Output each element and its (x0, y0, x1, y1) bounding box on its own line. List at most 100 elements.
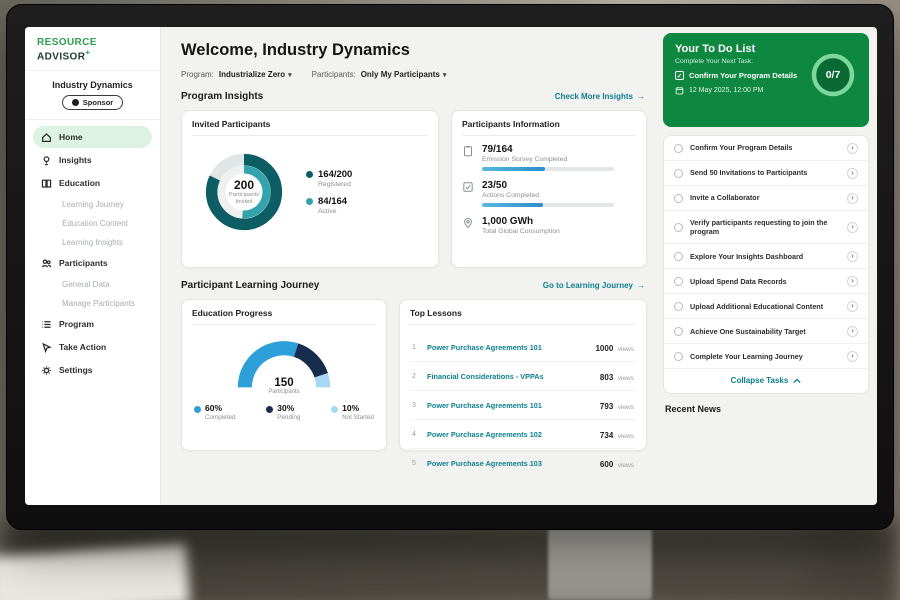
todo-progress-value: 0/7 (825, 69, 841, 81)
task-checkbox[interactable] (674, 251, 683, 261)
chevron-down-icon: ▾ (288, 71, 292, 79)
education-progress-card: Education Progress 150 Participants 60% (181, 299, 387, 451)
participants-icon (41, 259, 52, 268)
lesson-link[interactable]: Power Purchase Agreements 101 (427, 400, 542, 410)
survey-icon (464, 146, 472, 157)
participants-information-card: Participants Information 79/164 Emission… (451, 110, 647, 268)
card-title: Top Lessons (410, 308, 636, 325)
collapse-tasks-button[interactable]: Collapse Tasks (664, 369, 868, 393)
todo-progress-ring: 0/7 (807, 49, 859, 101)
legend-label: Completed (205, 414, 236, 421)
sidebar-item-label: Home (59, 132, 83, 143)
lesson-views-suffix: views (617, 462, 634, 469)
sidebar-item-insights[interactable]: Insights (33, 149, 152, 171)
task-checkbox[interactable] (674, 193, 683, 203)
invited-participants-card: Invited Participants 200 (181, 110, 439, 268)
check-glyph: ✓ (676, 72, 683, 80)
task-row-complete-learning-journey[interactable]: Complete Your Learning Journey › (664, 344, 868, 370)
gauge-legend: 60% Completed 30% Pending 10% Not Starte… (192, 403, 376, 421)
sidebar-item-settings[interactable]: Settings (33, 359, 152, 381)
lesson-views: 600 (599, 460, 614, 469)
sidebar-item-take-action[interactable]: Take Action (33, 336, 152, 358)
task-row-explore-insights[interactable]: Explore Your Insights Dashboard › (664, 244, 868, 270)
logo-secondary: ADVISOR (37, 51, 86, 63)
todo-title: Your To Do List (675, 43, 756, 55)
legend-label: Registered (318, 181, 351, 188)
sidebar-item-education-content[interactable]: Education Content (33, 214, 152, 232)
lesson-views: 1000 (595, 344, 614, 353)
lesson-rank: 2 (412, 372, 416, 380)
go-to-learning-journey-link[interactable]: Go to Learning Journey → (543, 281, 645, 290)
sponsor-badge[interactable]: Sponsor (61, 95, 124, 111)
progress-bar-fill (482, 167, 546, 171)
task-label: Achieve One Sustainability Target (690, 326, 806, 336)
program-icon (42, 320, 51, 328)
chevron-glyph: › (851, 300, 854, 310)
lesson-views-suffix: views (617, 375, 634, 382)
chevron-right-icon[interactable]: › (847, 325, 858, 337)
chevron-right-icon[interactable]: › (847, 275, 858, 287)
donut-center-label: Participants Invited (228, 191, 260, 205)
sidebar-item-learning-insights[interactable]: Learning Insights (33, 233, 152, 251)
task-row-verify-participants[interactable]: Verify participants requesting to join t… (664, 211, 868, 245)
task-checkbox[interactable] (674, 326, 683, 336)
sidebar-item-label: General Data (62, 279, 110, 289)
sidebar-item-manage-participants[interactable]: Manage Participants (33, 294, 152, 312)
participants-select[interactable]: Only My Participants ▾ (361, 70, 447, 79)
chevron-right-icon[interactable]: › (847, 167, 858, 179)
lesson-views-suffix: views (617, 404, 634, 411)
progress-bar (482, 203, 614, 207)
lesson-link[interactable]: Financial Considerations - VPPAs (427, 371, 544, 381)
program-filter-label: Program: (181, 70, 214, 79)
task-checkbox[interactable] (674, 168, 683, 178)
sidebar-item-education[interactable]: Education (33, 172, 152, 194)
program-select[interactable]: Industrialize Zero ▾ (219, 70, 292, 79)
monitor-bezel: RESOURCE ADVISOR+ Industry Dynamics Spon… (6, 4, 894, 530)
section-title: Program Insights (181, 91, 264, 102)
chevron-right-icon[interactable]: › (847, 192, 858, 204)
sidebar-item-home[interactable]: Home (33, 126, 152, 149)
stat-value: 23/50 (482, 180, 508, 191)
chevron-right-icon[interactable]: › (847, 300, 858, 312)
legend-value: 60% (205, 403, 223, 413)
lesson-link[interactable]: Power Purchase Agreements 103 (427, 458, 542, 468)
sidebar-item-learning-journey[interactable]: Learning Journey (33, 195, 152, 213)
lesson-link[interactable]: Power Purchase Agreements 101 (427, 342, 542, 352)
lesson-row: 3 Power Purchase Agreements 101 793 view… (410, 391, 636, 420)
checkbox-icon[interactable]: ✓ (675, 71, 684, 80)
task-checkbox[interactable] (674, 301, 683, 311)
task-checkbox[interactable] (674, 276, 683, 286)
sidebar-item-program[interactable]: Program (33, 313, 152, 335)
task-checkbox[interactable] (674, 351, 683, 361)
task-checkbox[interactable] (674, 222, 683, 232)
chevron-right-icon[interactable]: › (847, 250, 858, 262)
task-row-upload-educational-content[interactable]: Upload Additional Educational Content › (664, 294, 868, 320)
task-label: Complete Your Learning Journey (690, 351, 803, 361)
recent-news-title: Recent News (665, 404, 722, 415)
program-insights-header: Program Insights Check More Insights → (181, 91, 645, 102)
todo-next-task[interactable]: ✓ Confirm Your Program Details (675, 71, 815, 80)
chevron-right-icon[interactable]: › (847, 350, 858, 362)
task-row-confirm-program[interactable]: Confirm Your Program Details › (664, 136, 868, 161)
task-checkbox[interactable] (674, 143, 683, 153)
task-row-send-invitations[interactable]: Send 50 Invitations to Participants › (664, 161, 868, 186)
lesson-link[interactable]: Power Purchase Agreements 102 (427, 429, 542, 439)
chevron-right-icon[interactable]: › (847, 142, 858, 154)
check-more-insights-link[interactable]: Check More Insights → (555, 92, 645, 101)
lesson-views-suffix: views (617, 346, 634, 353)
task-row-achieve-target[interactable]: Achieve One Sustainability Target › (664, 319, 868, 345)
sidebar-item-participants[interactable]: Participants (33, 252, 152, 274)
chevron-glyph: › (851, 167, 854, 177)
logo-plus: + (85, 48, 91, 57)
donut-center: 200 Participants Invited (196, 144, 292, 240)
task-label: Verify participants requesting to join t… (690, 217, 828, 237)
lesson-row: 5 Power Purchase Agreements 103 600 view… (410, 449, 636, 477)
task-row-invite-collaborator[interactable]: Invite a Collaborator › (664, 186, 868, 211)
task-row-upload-spend-data[interactable]: Upload Spend Data Records › (664, 269, 868, 295)
sidebar-item-general-data[interactable]: General Data (33, 275, 152, 293)
legend-dot (306, 198, 313, 205)
chevron-right-icon[interactable]: › (847, 221, 858, 233)
task-label: Explore Your Insights Dashboard (690, 251, 804, 261)
lesson-rank: 1 (412, 343, 416, 351)
participants-filter-label: Participants: (311, 70, 356, 79)
